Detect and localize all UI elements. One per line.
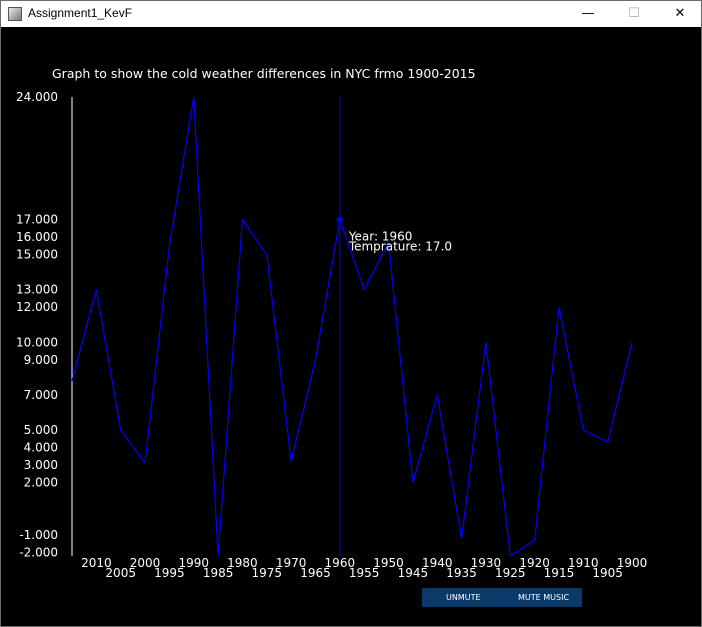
temperature-line-segment — [241, 219, 268, 256]
temperature-line-segment — [485, 342, 511, 557]
minimize-button[interactable]: — — [581, 6, 595, 21]
x-tick-label: 1965 — [300, 566, 331, 580]
y-tick-label: 4.000 — [24, 440, 58, 454]
y-tick-label: 3.000 — [24, 458, 58, 472]
temperature-line-segment — [583, 429, 608, 443]
x-tick-label: 1985 — [203, 566, 234, 580]
temperature-line-segment — [412, 394, 438, 483]
x-tick-label: 1955 — [349, 566, 380, 580]
y-tick-label: 7.000 — [24, 388, 58, 402]
x-tick-label: 1935 — [446, 566, 477, 580]
temperature-line-segment — [314, 219, 341, 360]
x-tick-label: 1915 — [544, 566, 575, 580]
x-tick-label: 1920 — [519, 556, 550, 570]
tooltip-temperature: Temprature: 17.0 — [348, 240, 452, 254]
x-tick-label: 1995 — [154, 566, 185, 580]
x-tick-label: 2000 — [130, 556, 161, 570]
y-tick-label: 13.000 — [16, 283, 58, 297]
y-tick-label: 15.000 — [16, 248, 58, 262]
x-tick-label: 1905 — [592, 566, 623, 580]
temperature-line-segment — [193, 96, 219, 557]
x-tick-label: 2005 — [105, 566, 136, 580]
y-tick-label: 24.000 — [16, 90, 58, 104]
x-tick-label: 1940 — [422, 556, 453, 570]
close-button[interactable]: ✕ — [674, 6, 686, 21]
mute-music-button[interactable]: MUTE MUSIC — [518, 593, 570, 602]
y-tick-label: 10.000 — [16, 335, 58, 349]
x-tick-label: 1930 — [471, 556, 502, 570]
y-tick-label: -2.000 — [19, 545, 58, 559]
y-tick-label: 9.000 — [24, 353, 58, 367]
button-bar: UNMUTE MUTE MUSIC — [422, 588, 582, 607]
temperature-line-segment — [168, 96, 195, 247]
temperature-line-segment — [558, 307, 584, 430]
y-tick-label: 12.000 — [16, 300, 58, 314]
temperature-line-segment — [363, 242, 390, 290]
x-tick-label: 1960 — [325, 556, 356, 570]
temperature-line-segment — [460, 342, 487, 539]
y-tick-label: 16.000 — [16, 230, 58, 244]
chart-title: Graph to show the cold weather differenc… — [52, 66, 476, 81]
temperature-line-segment — [339, 219, 365, 290]
unmute-button[interactable]: UNMUTE — [446, 593, 481, 602]
y-tick-label: 2.000 — [24, 475, 58, 489]
tooltip-year: Year: 1960 — [348, 230, 413, 244]
window-title: Assignment1_KevF — [28, 6, 133, 20]
temperature-line-segment — [534, 307, 560, 541]
temperature-line-segment — [71, 289, 97, 381]
x-tick-label: 1970 — [276, 556, 307, 570]
temperature-line-segment — [387, 242, 414, 483]
y-tick-label: 17.000 — [16, 213, 58, 227]
title-bar[interactable]: Assignment1_KevF — ☐ ✕ — [1, 1, 701, 27]
temperature-line-segment — [266, 254, 292, 462]
y-tick-label: -1.000 — [19, 528, 58, 542]
x-tick-label: 1945 — [398, 566, 429, 580]
chart-canvas: Graph to show the cold weather differenc… — [16, 66, 648, 580]
x-tick-label: 1980 — [227, 556, 258, 570]
x-tick-label: 1950 — [373, 556, 404, 570]
x-tick-label: 1925 — [495, 566, 526, 580]
temperature-line-segment — [290, 359, 317, 462]
y-tick-label: 5.000 — [24, 423, 58, 437]
x-tick-label: 1910 — [568, 556, 599, 570]
highlight-point — [336, 216, 343, 223]
app-icon — [8, 7, 22, 21]
maximize-button[interactable]: ☐ — [628, 6, 640, 21]
temperature-line-segment — [95, 289, 122, 430]
temperature-line-segment — [217, 219, 244, 557]
x-tick-label: 1900 — [617, 556, 648, 570]
x-tick-label: 1975 — [252, 566, 283, 580]
temperature-line-segment — [144, 245, 170, 464]
x-tick-label: 2010 — [81, 556, 112, 570]
temperature-line-segment — [436, 394, 463, 539]
temperature-line-segment — [509, 539, 535, 557]
x-tick-label: 1990 — [178, 556, 209, 570]
temperature-line-segment — [607, 342, 633, 443]
temperature-line-segment — [120, 429, 146, 464]
